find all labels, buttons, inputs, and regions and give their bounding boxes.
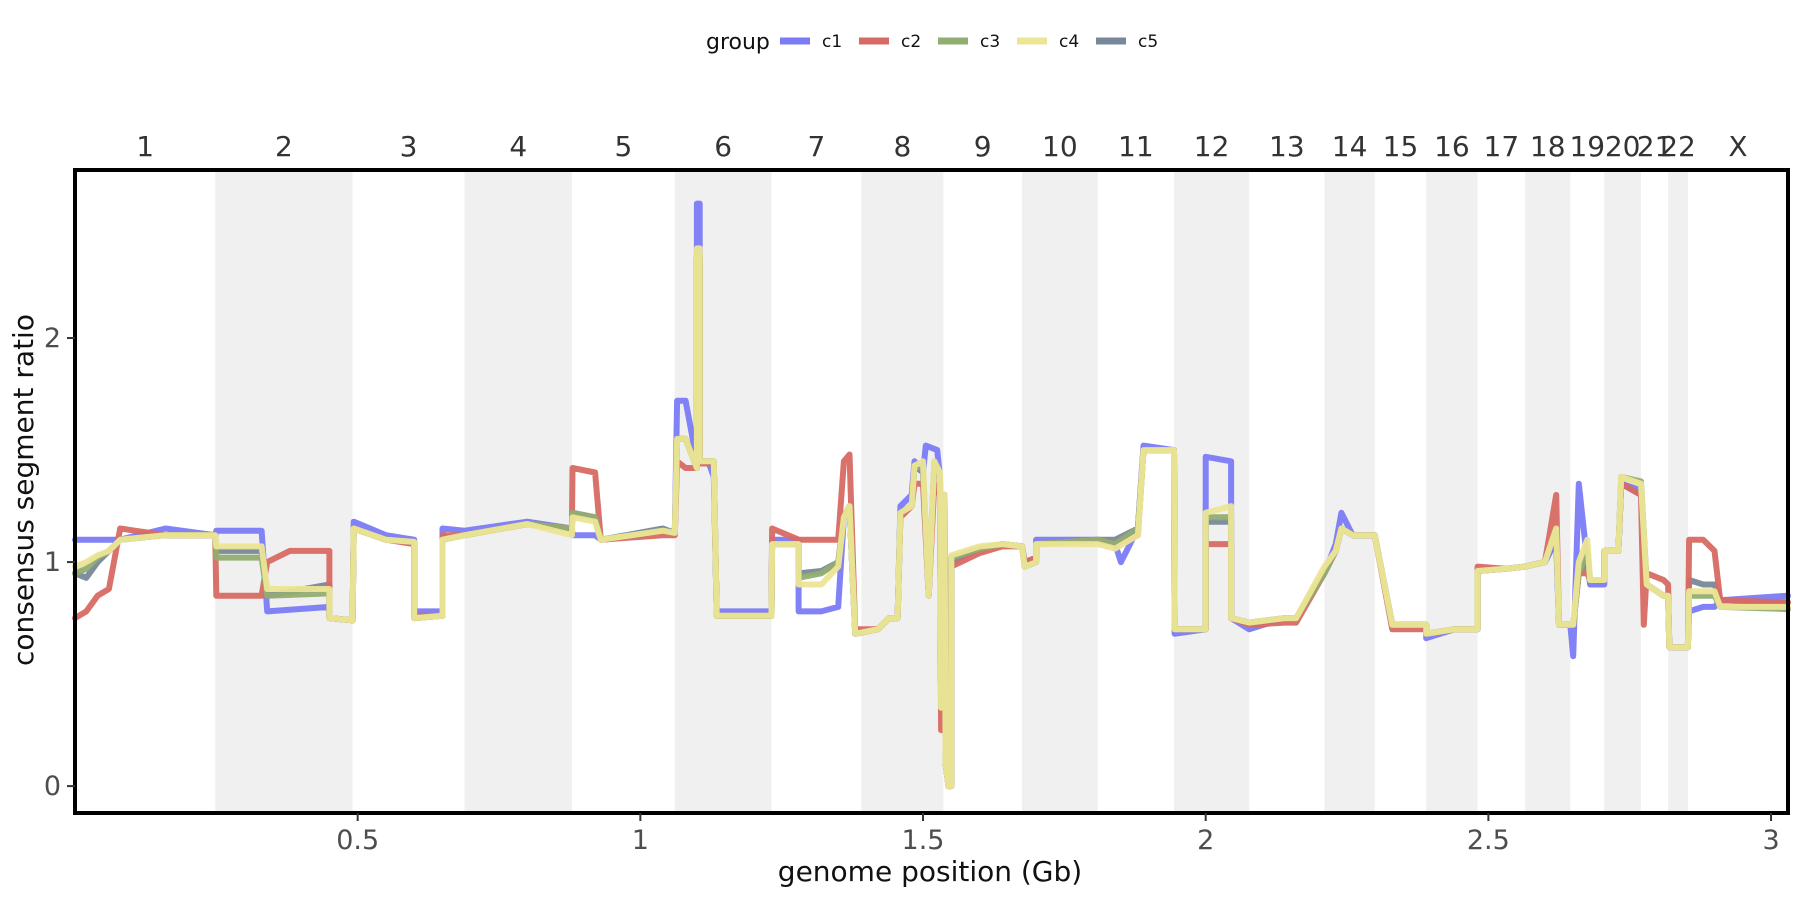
chromosome-band-6 <box>674 170 772 813</box>
chromosome-label: 5 <box>614 130 632 163</box>
x-tick-label: 1 <box>632 825 649 856</box>
x-tick-label: 2 <box>1197 825 1214 856</box>
chromosome-label: 9 <box>974 130 992 163</box>
chromosome-label: 10 <box>1042 130 1078 163</box>
chromosome-label: 20 <box>1605 130 1641 163</box>
chromosome-label: 11 <box>1118 130 1154 163</box>
chromosome-band-8 <box>861 170 944 813</box>
chromosome-label: 1 <box>136 130 154 163</box>
x-tick-label: 2.5 <box>1467 825 1510 856</box>
chromosome-band-12 <box>1174 170 1250 813</box>
y-tick-label: 2 <box>44 323 61 354</box>
chromosome-band-22 <box>1668 170 1688 813</box>
y-tick-label: 1 <box>44 547 61 578</box>
chromosome-label: 21 <box>1637 130 1673 163</box>
x-axis-title: genome position (Gb) <box>778 855 1082 888</box>
chromosome-label: 12 <box>1194 130 1230 163</box>
legend-title: group <box>706 30 770 55</box>
chromosome-band-14 <box>1324 170 1375 813</box>
y-axis-title: consensus segment ratio <box>7 314 40 666</box>
chromosome-band-2 <box>215 170 353 813</box>
chromosome-label: 8 <box>893 130 911 163</box>
legend-label-c5: c5 <box>1138 32 1158 52</box>
chromosome-label: X <box>1728 130 1747 163</box>
chromosome-label: 19 <box>1569 130 1605 163</box>
legend-label-c2: c2 <box>901 32 921 52</box>
chromosome-label: 17 <box>1484 130 1520 163</box>
series-lines <box>72 200 1791 790</box>
chromosome-label: 18 <box>1530 130 1566 163</box>
x-tick-label: 0.5 <box>336 825 379 856</box>
chromosome-band-4 <box>464 170 572 813</box>
chromosome-label: 14 <box>1332 130 1368 163</box>
plot-panel <box>72 168 1791 815</box>
chromosome-band-18 <box>1525 170 1571 813</box>
x-tick-label: 1.5 <box>902 825 945 856</box>
chromosome-label: 13 <box>1269 130 1305 163</box>
x-tick-label: 3 <box>1762 825 1779 856</box>
chromosome-label: 6 <box>714 130 732 163</box>
chromosome-label: 15 <box>1383 130 1419 163</box>
chromosome-label: 22 <box>1660 130 1696 163</box>
chromosome-label: 3 <box>400 130 418 163</box>
chromosome-label: 4 <box>509 130 527 163</box>
chromosome-band-16 <box>1426 170 1478 813</box>
legend-label-c1: c1 <box>822 32 842 52</box>
legend-label-c4: c4 <box>1059 32 1079 52</box>
plot-frame <box>73 168 1790 815</box>
series-line-c4 <box>72 245 1791 790</box>
y-tick-label: 0 <box>44 771 61 802</box>
chromosome-label: 16 <box>1434 130 1470 163</box>
chromosome-label: 2 <box>275 130 293 163</box>
legend-label-c3: c3 <box>980 32 1000 52</box>
chromosome-band-10 <box>1021 170 1098 813</box>
y-axis: 0 1 2 <box>44 323 75 802</box>
legend: group c1 c2 c3 c4 c5 <box>706 30 1158 55</box>
chromosome-bands <box>215 170 1688 813</box>
chromosome-label: 7 <box>808 130 826 163</box>
x-axis: 0.5 1 1.5 2 2.5 3 <box>336 813 1780 856</box>
